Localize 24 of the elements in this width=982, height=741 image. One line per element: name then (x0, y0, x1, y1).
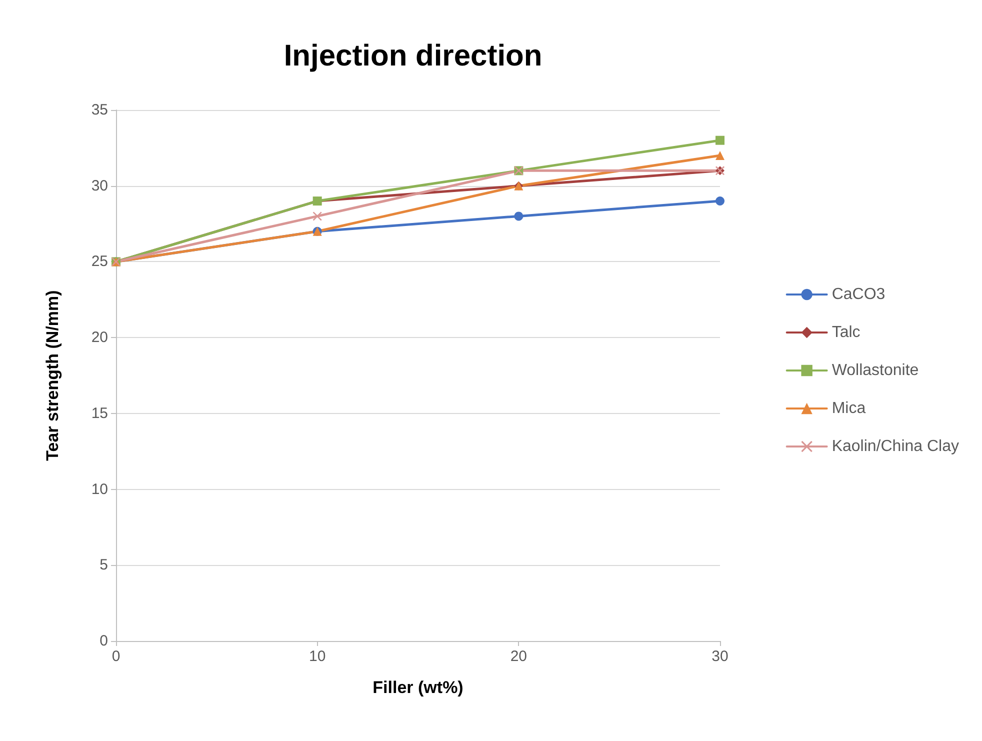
y-tick-label: 0 (100, 632, 108, 650)
legend-label: Mica (832, 400, 866, 417)
y-tick-label: 15 (91, 404, 108, 422)
y-tick-label: 25 (91, 253, 108, 270)
x-tick-label: 10 (308, 648, 326, 665)
y-tick-label: 30 (91, 177, 108, 194)
legend-label: Talc (832, 324, 860, 341)
legend-label: Wollastonite (832, 362, 919, 379)
point (716, 196, 724, 206)
y-tick-label: 20 (91, 329, 108, 346)
legend-label: CaCO3 (832, 286, 886, 303)
y-tick-label: 5 (100, 556, 108, 574)
x-axis-title: Filler (wt%) (372, 678, 464, 697)
point (312, 212, 322, 221)
y-axis-title: Tear strength (N/mm) (43, 290, 62, 461)
point (514, 212, 524, 221)
legend-label: Kaolin/China Clay (832, 438, 960, 455)
y-tick-label: 10 (91, 480, 108, 498)
chart-title: Injection direction (284, 40, 542, 72)
y-tick-label: 35 (91, 102, 108, 118)
x-tick-label: 20 (510, 648, 528, 665)
point (716, 136, 724, 145)
x-tick-label: 0 (112, 648, 120, 665)
x-tick-label: 30 (712, 648, 728, 665)
